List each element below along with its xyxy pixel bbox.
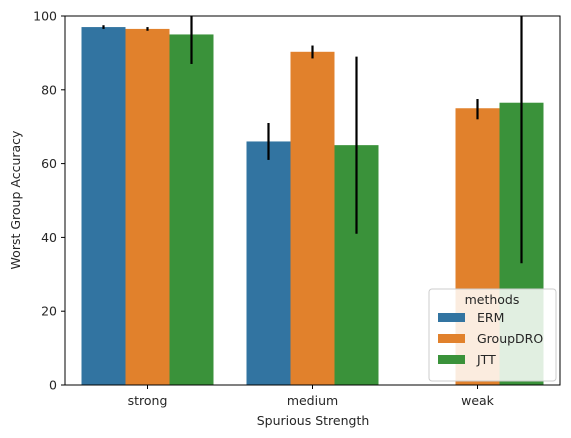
x-tick-label-weak: weak <box>461 393 495 408</box>
y-tick-label-40: 40 <box>41 230 57 245</box>
bar-groupdro-strong <box>125 28 170 385</box>
legend-swatch-jtt <box>438 355 465 364</box>
legend-label-erm: ERM <box>477 310 504 325</box>
y-tick-label-100: 100 <box>33 9 57 24</box>
axes-layer: strong medium weak 0 20 40 60 80 100 <box>33 9 561 408</box>
bar-erm-medium <box>246 141 291 385</box>
x-tick-label-strong: strong <box>128 393 168 408</box>
bar-erm-strong <box>81 27 126 385</box>
bar-jtt-strong <box>169 34 214 385</box>
legend-swatch-groupdro <box>438 334 465 343</box>
y-tick-label-20: 20 <box>41 304 57 319</box>
y-tick-label-80: 80 <box>41 82 57 97</box>
plot-frame <box>64 15 561 386</box>
x-axis-label: Spurious Strength <box>257 413 370 428</box>
legend-title: methods <box>465 292 520 307</box>
y-tick-label-60: 60 <box>41 156 57 171</box>
y-axis-label: Worst Group Accuracy <box>8 130 23 270</box>
x-tick-label-medium: medium <box>287 393 338 408</box>
error-bars-layer <box>102 16 523 264</box>
legend-label-jtt: JTT <box>476 352 496 367</box>
legend-swatch-erm <box>438 313 465 322</box>
legend-label-groupdro: GroupDRO <box>477 331 543 346</box>
bar-groupdro-medium <box>290 51 335 385</box>
y-tick-label-0: 0 <box>49 378 57 393</box>
legend-items: ERM GroupDRO JTT <box>438 310 543 367</box>
legend: methods ERM GroupDRO JTT <box>428 288 557 382</box>
